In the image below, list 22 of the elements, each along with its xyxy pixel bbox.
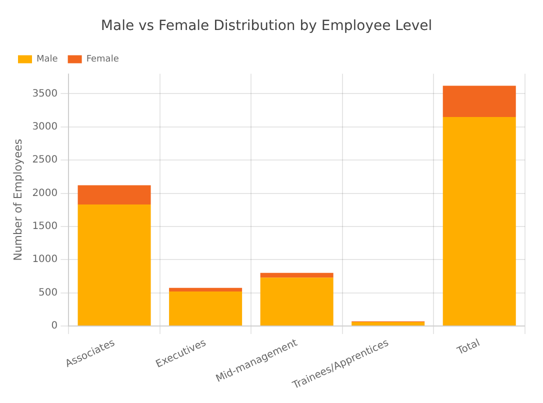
y-tick-label: 2500 xyxy=(32,154,58,166)
chart-title: Male vs Female Distribution by Employee Level xyxy=(100,18,432,34)
y-axis-title: Number of Employees xyxy=(11,138,24,261)
bar xyxy=(169,292,242,326)
x-tick-label: Total xyxy=(455,338,482,358)
y-tick-label: 1000 xyxy=(32,254,58,266)
bar xyxy=(442,86,516,117)
bar xyxy=(78,185,151,205)
y-tick-label: 0 xyxy=(51,320,58,332)
y-tick-label: 2000 xyxy=(32,188,58,199)
y-tick-label: 3000 xyxy=(32,121,58,132)
legend-label: Female xyxy=(86,54,120,65)
bar xyxy=(169,288,242,292)
bar xyxy=(260,278,334,326)
bar xyxy=(442,116,516,326)
legend-label: Male xyxy=(36,54,58,65)
y-tick-label: 3500 xyxy=(32,88,58,100)
y-tick-label: 500 xyxy=(38,287,58,298)
bar xyxy=(78,204,151,326)
y-tick-label: 1500 xyxy=(32,221,58,232)
bar xyxy=(260,272,334,278)
bar xyxy=(352,322,425,326)
